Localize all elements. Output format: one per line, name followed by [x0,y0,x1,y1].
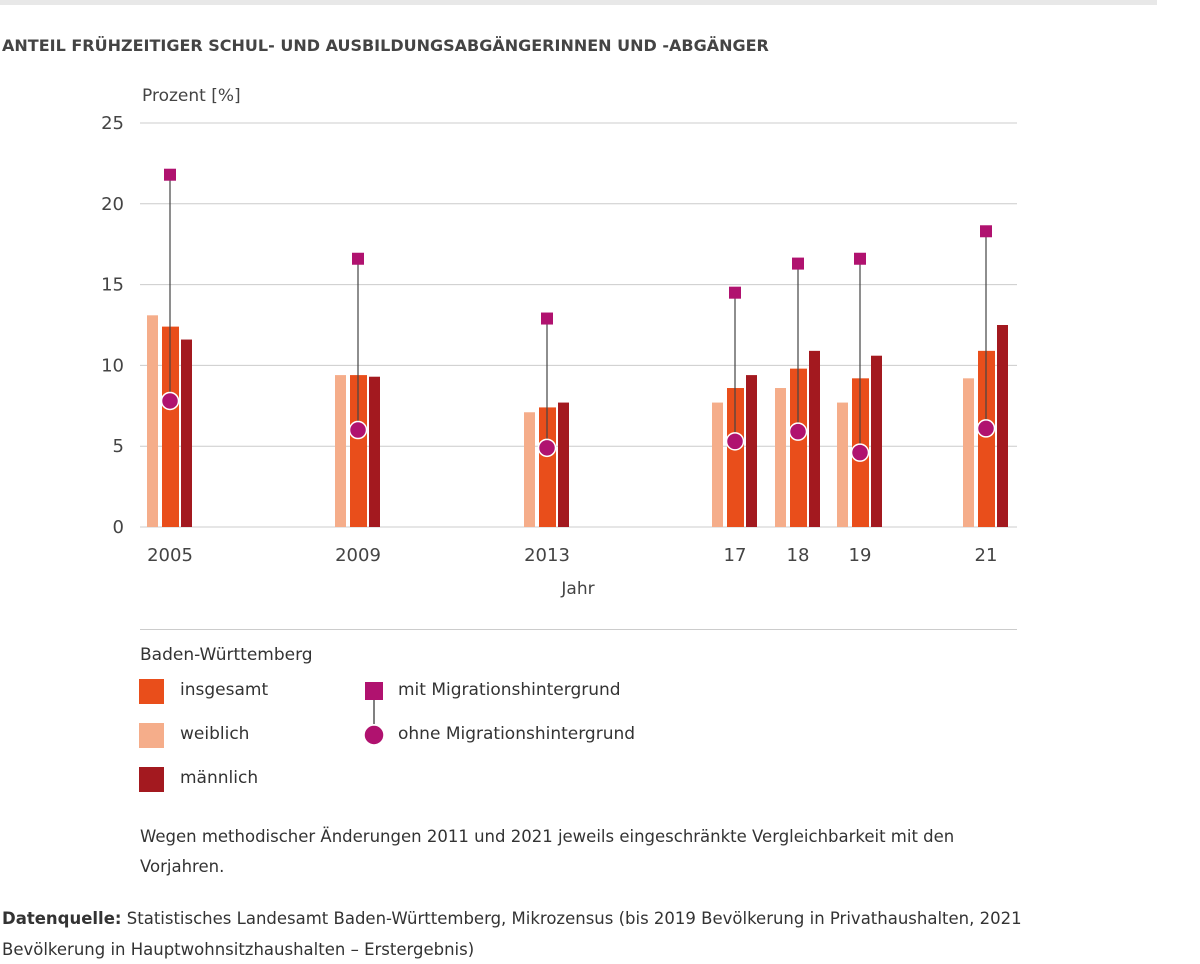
legend-marker-migration [363,682,385,746]
marker-mit-migration [352,252,364,265]
footnote: Wegen methodischer Änderungen 2011 und 2… [140,827,955,876]
bar-weiblich [837,402,848,527]
marker-mit-migration [980,225,992,238]
marker-ohne-migration [160,391,180,411]
bar-maennlich [181,339,192,527]
marker-mit-migration [729,286,741,299]
marker-ohne-migration [348,420,368,440]
legend-swatch-insgesamt [139,679,164,704]
legend-divider [140,629,1017,630]
x-tick-label: 2009 [335,545,381,566]
legend-label-weiblich: weiblich [180,724,250,744]
bar-maennlich [558,402,569,527]
x-tick-label: 17 [724,545,747,566]
bar-maennlich [369,376,380,527]
y-tick-label: 20 [101,194,124,215]
marker-mit-migration [792,257,804,270]
plot-area: 0 5 10 15 20 25 2005 2009 2013 17 18 19 21 Jahr [101,113,1017,599]
source-text: Statistisches Landesamt Baden-Württember… [2,909,1022,959]
legend-label-insgesamt: insgesamt [180,680,269,700]
x-tick-label: 19 [849,545,872,566]
x-tick-label: 2013 [524,545,570,566]
marker-mit-migration [541,312,553,325]
legend-swatch-weiblich [139,723,164,748]
x-axis-label: Jahr [560,579,594,599]
marker-ohne-migration [976,419,996,438]
bar-maennlich [871,355,882,527]
data-source: Datenquelle: Statistisches Landesamt Bad… [2,903,1102,964]
legend-label-mit-migration: mit Migrationshintergrund [398,680,621,700]
marker-ohne-migration [850,443,870,462]
bar-weiblich [775,388,786,527]
bar-insgesamt [978,350,995,527]
source-label: Datenquelle: [2,909,122,928]
marker-ohne-migration [537,438,557,458]
legend-label-ohne-migration: ohne Migrationshintergrund [398,724,636,744]
bar-weiblich [147,315,158,527]
x-tick-label: 21 [975,545,998,566]
legend-swatch-maennlich [139,767,164,792]
bar-weiblich [963,378,974,527]
y-tick-label: 10 [101,355,124,376]
bar-insgesamt [539,407,556,527]
chart-title: ANTEIL FRÜHZEITIGER SCHUL- UND AUSBILDUN… [2,36,769,55]
y-tick-label: 25 [101,113,124,134]
bar-weiblich [335,375,346,527]
bar-insgesamt [727,388,744,527]
legend-title: Baden-Württemberg [140,645,313,665]
bar-weiblich [524,412,535,527]
x-tick-label: 2005 [147,545,193,566]
bar-maennlich [997,325,1008,527]
bar-insgesamt [162,326,179,527]
bar-maennlich [809,350,820,527]
marker-ohne-migration [788,422,808,441]
y-tick-label: 0 [113,517,124,538]
y-tick-label: 15 [101,275,124,296]
y-axis-label: Prozent [%] [142,86,241,106]
bar-insgesamt [350,375,367,527]
marker-mit-migration [164,168,176,181]
x-tick-label: 18 [787,545,810,566]
marker-ohne-migration [725,432,745,451]
top-divider [0,0,1157,5]
marker-mit-migration [854,252,866,265]
y-tick-label: 5 [113,436,124,457]
legend-label-maennlich: männlich [180,768,259,788]
bar-insgesamt [790,368,807,527]
bar-weiblich [712,402,723,527]
bar-maennlich [746,375,757,527]
